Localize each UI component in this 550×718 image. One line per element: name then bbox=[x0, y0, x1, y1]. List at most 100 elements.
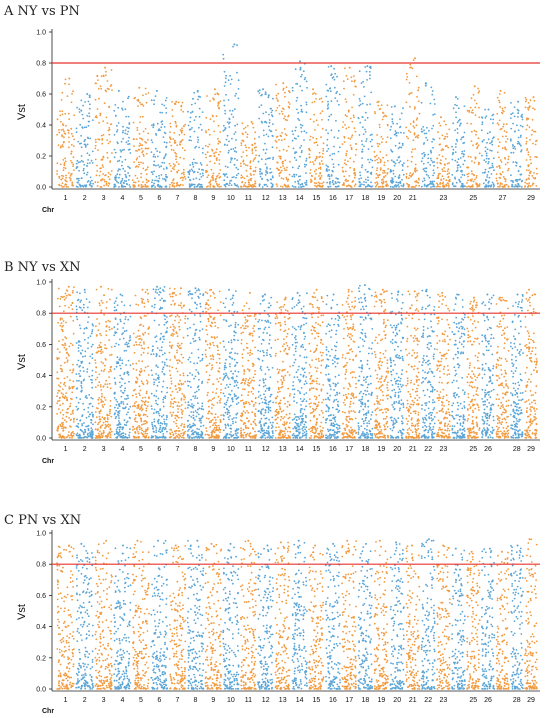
data-point bbox=[96, 318, 98, 320]
data-point bbox=[120, 180, 122, 183]
data-point bbox=[233, 150, 236, 153]
data-point bbox=[414, 167, 417, 170]
data-point bbox=[64, 426, 67, 429]
data-point bbox=[254, 157, 257, 159]
data-point bbox=[86, 433, 89, 436]
data-point bbox=[151, 425, 154, 428]
data-point bbox=[207, 410, 210, 413]
data-point bbox=[240, 427, 243, 430]
data-point bbox=[179, 379, 181, 382]
data-point bbox=[109, 436, 112, 439]
data-point bbox=[233, 385, 236, 387]
data-point bbox=[294, 129, 297, 132]
data-point bbox=[104, 399, 107, 401]
data-point bbox=[65, 289, 68, 292]
data-point bbox=[327, 119, 330, 121]
data-point bbox=[451, 158, 454, 161]
data-point bbox=[226, 134, 229, 137]
data-point bbox=[180, 408, 183, 411]
data-point bbox=[276, 185, 279, 188]
data-point bbox=[140, 354, 143, 356]
data-point bbox=[91, 369, 94, 372]
data-point bbox=[417, 181, 420, 184]
data-point bbox=[472, 112, 474, 114]
data-point bbox=[214, 321, 216, 324]
data-point bbox=[351, 106, 353, 109]
data-point bbox=[240, 144, 243, 147]
data-point bbox=[471, 172, 473, 175]
data-point bbox=[91, 179, 93, 182]
data-point bbox=[526, 186, 529, 188]
data-point bbox=[178, 184, 181, 187]
data-point bbox=[304, 165, 306, 168]
data-point bbox=[269, 178, 272, 181]
data-point bbox=[418, 112, 421, 115]
data-point bbox=[140, 344, 143, 347]
data-point bbox=[166, 364, 169, 367]
data-point bbox=[139, 394, 141, 397]
data-point bbox=[120, 390, 122, 392]
data-point bbox=[233, 395, 236, 398]
data-point bbox=[194, 147, 196, 149]
data-point bbox=[265, 148, 268, 151]
data-point bbox=[445, 144, 448, 147]
data-point bbox=[147, 147, 150, 150]
data-point bbox=[420, 185, 423, 188]
data-point bbox=[72, 156, 75, 159]
data-point bbox=[64, 82, 66, 85]
data-point bbox=[60, 120, 62, 123]
data-point bbox=[60, 364, 62, 367]
data-point bbox=[91, 150, 94, 153]
data-point bbox=[141, 115, 144, 118]
data-point bbox=[102, 134, 105, 136]
data-point bbox=[64, 112, 67, 115]
data-point bbox=[265, 133, 268, 136]
data-point bbox=[163, 352, 166, 355]
data-point bbox=[488, 167, 491, 170]
data-point bbox=[319, 155, 321, 158]
data-point bbox=[100, 425, 102, 428]
data-point bbox=[127, 148, 130, 151]
data-point bbox=[443, 120, 446, 123]
data-point bbox=[222, 429, 225, 432]
data-point bbox=[153, 412, 155, 415]
data-point bbox=[194, 102, 197, 105]
data-point bbox=[101, 395, 103, 398]
data-point bbox=[201, 357, 204, 360]
data-point bbox=[82, 169, 85, 172]
data-point bbox=[488, 185, 491, 187]
data-point bbox=[376, 158, 378, 161]
data-point bbox=[155, 340, 158, 343]
data-point bbox=[338, 181, 341, 184]
data-point bbox=[313, 100, 316, 103]
data-point bbox=[105, 330, 108, 332]
data-point bbox=[440, 149, 443, 152]
data-point bbox=[153, 153, 155, 156]
data-point bbox=[300, 104, 302, 107]
data-point bbox=[212, 341, 214, 344]
data-point bbox=[59, 146, 62, 149]
data-point bbox=[72, 163, 75, 166]
data-point bbox=[184, 178, 187, 180]
data-point bbox=[99, 420, 101, 423]
data-point bbox=[455, 116, 457, 119]
data-point bbox=[121, 161, 124, 163]
data-point bbox=[159, 426, 162, 429]
data-point bbox=[329, 185, 332, 188]
data-point bbox=[178, 321, 180, 324]
data-point bbox=[59, 367, 62, 370]
data-point bbox=[445, 123, 447, 126]
data-point bbox=[58, 340, 60, 342]
data-point bbox=[246, 319, 249, 322]
data-point bbox=[335, 92, 338, 95]
data-point bbox=[195, 115, 197, 118]
peak-point bbox=[455, 96, 457, 99]
data-point bbox=[498, 93, 501, 95]
data-point bbox=[60, 437, 63, 439]
data-point bbox=[137, 414, 140, 417]
data-point bbox=[228, 411, 231, 414]
data-point bbox=[87, 406, 90, 409]
data-point bbox=[181, 179, 184, 182]
data-point bbox=[191, 429, 194, 432]
data-point bbox=[119, 182, 122, 185]
